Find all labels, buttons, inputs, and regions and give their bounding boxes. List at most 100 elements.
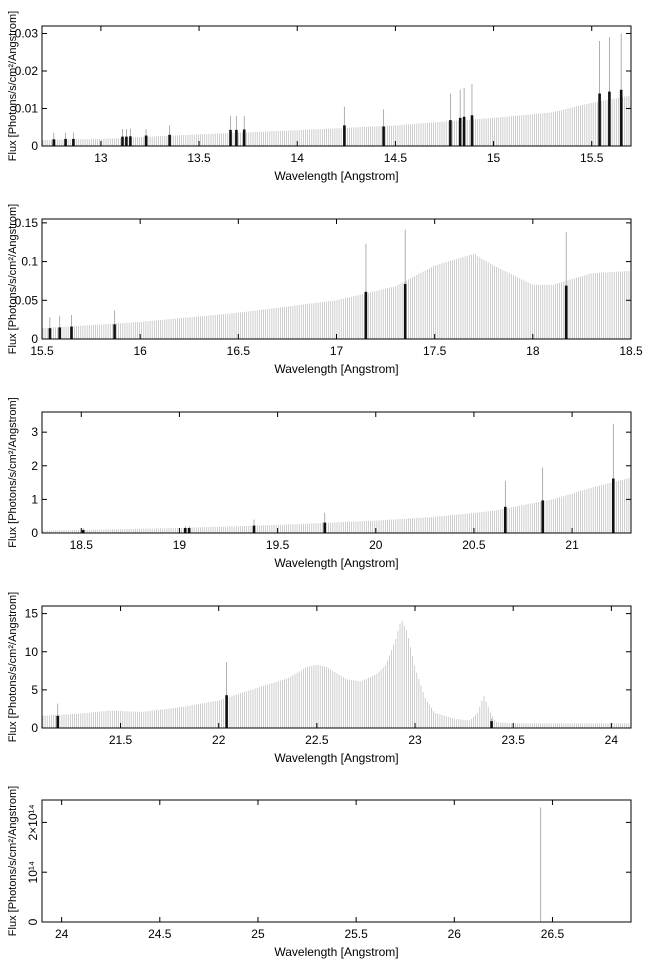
panel-2: 15.5 16 16.5 17 17.5 18 18.5 0 0.05 0.1 0.15 Wavele… bbox=[7, 204, 643, 376]
x-axis-title: Wavelength [Angstrom] bbox=[274, 556, 398, 570]
line-bar bbox=[242, 129, 246, 146]
x-tick-label: 18 bbox=[526, 344, 540, 358]
y-tick-label: 0 bbox=[31, 721, 38, 735]
line-bar bbox=[225, 695, 228, 728]
x-tick-label: 19.5 bbox=[266, 538, 290, 552]
line-bar bbox=[564, 285, 568, 339]
y-tick-label: 5 bbox=[31, 683, 38, 697]
y-tick-label: 0.05 bbox=[15, 293, 39, 307]
line-bar bbox=[235, 129, 238, 146]
continuum-hatch bbox=[42, 254, 630, 339]
y-tick-label: 3 bbox=[31, 425, 38, 439]
continuum-hatch bbox=[42, 620, 630, 728]
line-bar bbox=[598, 93, 601, 146]
line-bar bbox=[129, 136, 132, 147]
x-tick-label: 24 bbox=[605, 733, 619, 747]
x-tick-label: 26 bbox=[448, 927, 462, 941]
line-bar bbox=[70, 326, 73, 339]
line-bar bbox=[52, 139, 56, 147]
x-tick-label: 21 bbox=[565, 538, 579, 552]
plot-frame bbox=[41, 799, 632, 923]
line-bar bbox=[125, 136, 128, 146]
line-bar bbox=[187, 528, 191, 533]
line-bar bbox=[323, 522, 326, 533]
line-bar bbox=[541, 500, 544, 533]
line-bar bbox=[58, 327, 61, 339]
line-bar bbox=[64, 138, 67, 146]
x-tick-label: 20 bbox=[369, 538, 383, 552]
panel-4: 21.5 22 22.5 23 23.5 24 0 5 10 15 Wavelength [Angs… bbox=[7, 592, 632, 765]
x-tick-label: 24.5 bbox=[148, 927, 172, 941]
x-tick-label: 18.5 bbox=[619, 344, 643, 358]
x-tick-label: 14.5 bbox=[384, 151, 408, 165]
line-bar bbox=[403, 284, 407, 339]
y-tick-label: 0.02 bbox=[15, 64, 39, 78]
x-tick-label: 23.5 bbox=[502, 733, 526, 747]
x-axis-title: Wavelength [Angstrom] bbox=[274, 362, 398, 376]
line-bar bbox=[490, 721, 493, 728]
y-tick-label: 2×10¹⁴ bbox=[26, 804, 40, 840]
x-tick-label: 21.5 bbox=[109, 733, 133, 747]
y-tick-label: 0.15 bbox=[15, 216, 39, 230]
line-bar bbox=[113, 324, 116, 339]
y-axis-title: Flux [Photons/s/cm²/Angstrom] bbox=[7, 592, 19, 742]
y-tick-label: 0 bbox=[31, 526, 38, 540]
line-bar bbox=[168, 134, 171, 147]
y-axis-title: Flux [Photons/s/cm²/Angstrom] bbox=[7, 204, 19, 354]
line-bar bbox=[56, 715, 59, 728]
y-tick-label: 10¹⁴ bbox=[26, 861, 40, 884]
x-tick-label: 14 bbox=[291, 151, 305, 165]
line-bar bbox=[343, 125, 346, 146]
x-tick-label: 13 bbox=[94, 151, 108, 165]
x-tick-label: 17.5 bbox=[423, 344, 447, 358]
plot-frame bbox=[41, 411, 632, 534]
y-tick-label: 0 bbox=[31, 139, 38, 153]
x-axis-title: Wavelength [Angstrom] bbox=[274, 945, 398, 959]
y-tick-label: 10 bbox=[25, 645, 39, 659]
x-tick-label: 25 bbox=[251, 927, 265, 941]
line-bar bbox=[470, 115, 474, 147]
line-bar bbox=[619, 89, 623, 147]
line-bar bbox=[72, 138, 75, 146]
y-tick-label: 0.01 bbox=[15, 102, 39, 116]
x-tick-label: 26.5 bbox=[541, 927, 565, 941]
y-axis-title: Flux [Photons/s/cm²/Angstrom] bbox=[7, 397, 19, 547]
line-bar bbox=[121, 136, 124, 146]
x-tick-label: 15.5 bbox=[30, 344, 54, 358]
y-axis-title: Flux [Photons/s/cm²/Angstrom] bbox=[7, 786, 19, 936]
line-bar bbox=[81, 530, 85, 533]
plot-frame bbox=[41, 605, 632, 729]
y-tick-label: 0 bbox=[26, 918, 40, 925]
continuum-hatch bbox=[42, 95, 630, 146]
line-bar bbox=[252, 525, 256, 533]
x-tick-label: 22.5 bbox=[305, 733, 329, 747]
x-tick-label: 24 bbox=[55, 927, 69, 941]
line-bar bbox=[184, 528, 187, 533]
y-tick-label: 0.03 bbox=[15, 27, 39, 41]
x-tick-label: 13.5 bbox=[187, 151, 211, 165]
line-bar bbox=[612, 478, 615, 533]
x-tick-label: 23 bbox=[408, 733, 422, 747]
x-tick-label: 17 bbox=[330, 344, 344, 358]
line-bar bbox=[382, 126, 385, 146]
panel-5: 24 24.5 25 25.5 26 26.5 0 10¹⁴ 2×10¹⁴ Wavelength … bbox=[7, 786, 632, 959]
line-bar bbox=[504, 506, 507, 533]
x-axis-title: Wavelength [Angstrom] bbox=[274, 751, 398, 765]
x-tick-label: 19 bbox=[173, 538, 187, 552]
panel-1: 13 13.5 14 14.5 15 15.5 0 0.01 0.02 0.03 Wavelengt… bbox=[7, 11, 632, 183]
y-tick-label: 2 bbox=[31, 459, 38, 473]
x-tick-label: 15 bbox=[487, 151, 501, 165]
y-tick-label: 15 bbox=[25, 607, 39, 621]
y-tick-label: 0 bbox=[31, 332, 38, 346]
line-bar bbox=[48, 328, 52, 339]
continuum-hatch bbox=[42, 478, 630, 533]
y-tick-label: 1 bbox=[31, 492, 38, 506]
line-bar bbox=[462, 116, 466, 147]
line-bar bbox=[608, 91, 611, 146]
x-axis-title: Wavelength [Angstrom] bbox=[274, 169, 398, 183]
plot-frame bbox=[41, 25, 632, 147]
line-bar bbox=[449, 120, 452, 146]
line-bar bbox=[229, 129, 232, 146]
line-bar bbox=[144, 135, 148, 146]
